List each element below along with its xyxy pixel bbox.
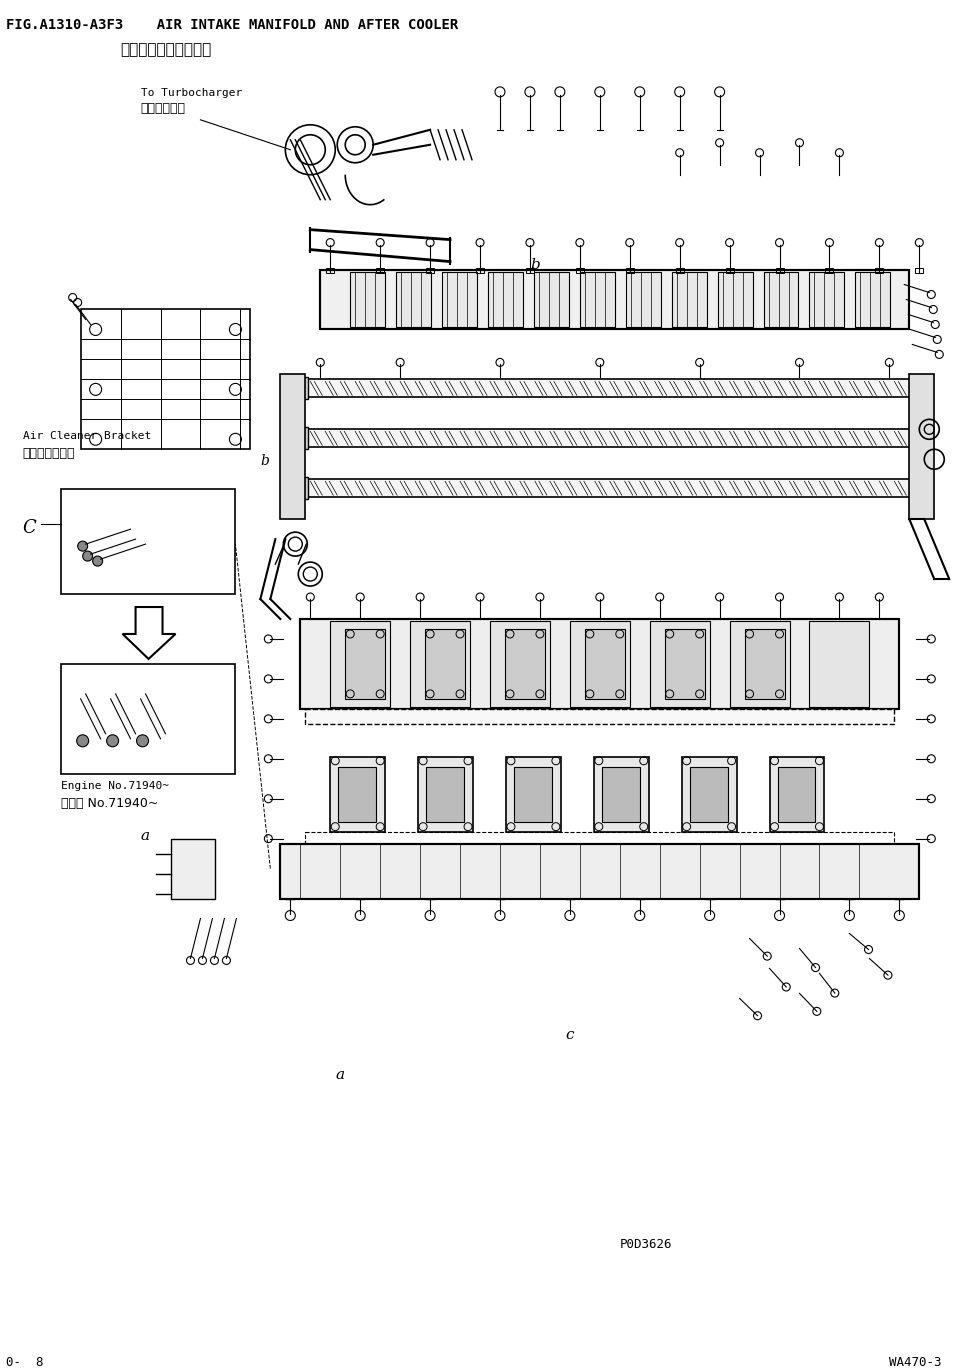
Bar: [675, 268, 684, 273]
Bar: [301, 380, 919, 398]
Circle shape: [77, 735, 89, 746]
Bar: [912, 477, 923, 499]
Bar: [576, 268, 584, 273]
Text: 发动机 No.71940~: 发动机 No.71940~: [60, 797, 158, 809]
Text: a: a: [336, 1069, 344, 1083]
Bar: [570, 622, 630, 707]
Bar: [396, 272, 431, 328]
Bar: [426, 767, 464, 822]
Text: FIG.A1310-A3F3    AIR INTAKE MANIFOLD AND AFTER COOLER: FIG.A1310-A3F3 AIR INTAKE MANIFOLD AND A…: [6, 18, 458, 32]
Bar: [726, 268, 734, 273]
Bar: [626, 268, 633, 273]
Bar: [810, 622, 870, 707]
Bar: [764, 272, 799, 328]
Bar: [916, 268, 923, 273]
Bar: [418, 757, 473, 831]
Bar: [534, 272, 569, 328]
Bar: [377, 268, 384, 273]
Bar: [690, 767, 728, 822]
Bar: [297, 477, 308, 499]
Bar: [280, 844, 919, 899]
Bar: [426, 268, 434, 273]
Text: Engine No.71940~: Engine No.71940~: [60, 781, 168, 790]
Bar: [301, 619, 899, 709]
Bar: [345, 628, 385, 698]
Text: b: b: [530, 258, 540, 272]
Bar: [306, 831, 894, 844]
Bar: [330, 757, 385, 831]
Circle shape: [78, 541, 88, 552]
Circle shape: [107, 735, 119, 746]
Bar: [488, 272, 523, 328]
Bar: [777, 767, 815, 822]
Bar: [350, 272, 385, 328]
Bar: [330, 622, 390, 707]
Text: Air Cleaner Bracket: Air Cleaner Bracket: [22, 431, 151, 442]
Bar: [682, 757, 737, 831]
Text: To Turbocharger: To Turbocharger: [140, 88, 242, 97]
Bar: [671, 272, 706, 328]
Bar: [626, 272, 661, 328]
Bar: [718, 272, 752, 328]
Circle shape: [83, 552, 92, 561]
Bar: [301, 619, 899, 709]
Bar: [297, 377, 308, 399]
Bar: [730, 622, 789, 707]
Bar: [650, 622, 709, 707]
Bar: [442, 272, 477, 328]
Circle shape: [92, 556, 102, 567]
Bar: [810, 272, 845, 328]
Bar: [301, 479, 919, 497]
Bar: [476, 268, 484, 273]
Bar: [505, 628, 545, 698]
Bar: [506, 757, 560, 831]
Bar: [60, 664, 235, 774]
Text: 空气过清器支架: 空气过清器支架: [22, 447, 75, 460]
Bar: [876, 268, 883, 273]
Bar: [825, 268, 834, 273]
Bar: [912, 377, 923, 399]
Bar: [170, 838, 215, 899]
Text: P0D3626: P0D3626: [620, 1238, 672, 1251]
Text: 空气进气岐管和中冷器: 空气进气岐管和中冷器: [121, 43, 212, 56]
Bar: [594, 757, 649, 831]
Text: b: b: [261, 454, 270, 468]
Text: WA470-3: WA470-3: [889, 1356, 942, 1369]
Polygon shape: [123, 606, 175, 659]
Circle shape: [136, 735, 149, 746]
Bar: [280, 375, 306, 519]
Bar: [585, 628, 625, 698]
Bar: [425, 628, 465, 698]
Bar: [301, 429, 919, 447]
Bar: [770, 757, 824, 831]
Bar: [411, 622, 470, 707]
Bar: [280, 844, 919, 899]
Bar: [526, 268, 534, 273]
Bar: [912, 427, 923, 449]
Bar: [514, 767, 552, 822]
Bar: [665, 628, 704, 698]
Bar: [775, 268, 783, 273]
Bar: [320, 269, 910, 329]
Bar: [81, 310, 250, 449]
Text: 至涉轮增压器: 至涉轮增压器: [140, 102, 186, 115]
Bar: [60, 490, 235, 594]
Bar: [490, 622, 550, 707]
Text: C: C: [22, 519, 37, 538]
Bar: [320, 269, 910, 329]
Bar: [339, 767, 377, 822]
Bar: [855, 272, 890, 328]
Bar: [306, 709, 894, 724]
Bar: [297, 427, 308, 449]
Bar: [580, 272, 615, 328]
Text: 0-  8: 0- 8: [6, 1356, 43, 1369]
Bar: [602, 767, 640, 822]
Bar: [910, 375, 934, 519]
Text: a: a: [140, 829, 150, 842]
Bar: [326, 268, 335, 273]
Text: c: c: [565, 1029, 573, 1043]
Bar: [744, 628, 784, 698]
